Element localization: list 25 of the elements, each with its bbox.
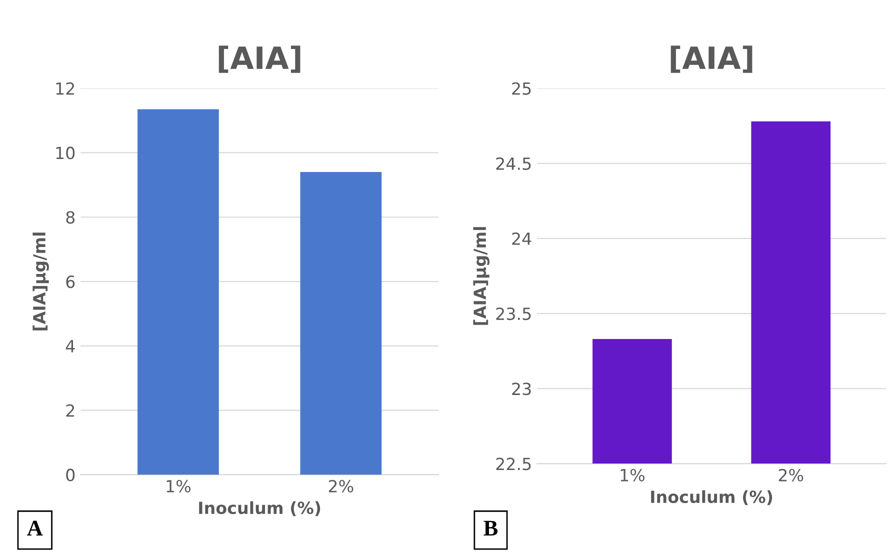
- text: A: [27, 520, 43, 536]
- y-tick-label: 24.5: [496, 157, 531, 170]
- y-tick-label: 24: [512, 232, 532, 245]
- chart-title: [AIA]: [670, 46, 752, 73]
- y-tick-label: 6: [66, 275, 75, 288]
- x-axis-title: Inoculum (%): [651, 490, 772, 506]
- y-tick-label: 22.5: [496, 458, 531, 470]
- y-tick-label: 8: [66, 211, 75, 224]
- y-tick-label: 23.5: [496, 308, 531, 320]
- y-axis-title: [AIA]µg/ml: [473, 227, 490, 325]
- x-axis-title: Inoculum (%): [199, 501, 320, 516]
- y-tick-label: 2: [66, 404, 74, 417]
- y-tick-label: 0: [66, 468, 75, 482]
- y-tick-label: 10: [56, 146, 75, 160]
- x-tick-label: 2%: [328, 480, 354, 492]
- x-tick-label: 1%: [620, 468, 644, 482]
- x-tick-label: 2%: [778, 468, 804, 482]
- text: B: [484, 520, 498, 536]
- y-tick-label: 25: [512, 82, 531, 95]
- x-tick-label: 1%: [166, 480, 190, 492]
- y-axis-title: [AIA]µg/ml: [32, 232, 49, 330]
- y-tick-label: 23: [512, 382, 531, 396]
- chart-title: [AIA]: [218, 46, 300, 73]
- y-tick-label: 4: [66, 340, 75, 352]
- y-tick-label: 12: [56, 82, 74, 95]
